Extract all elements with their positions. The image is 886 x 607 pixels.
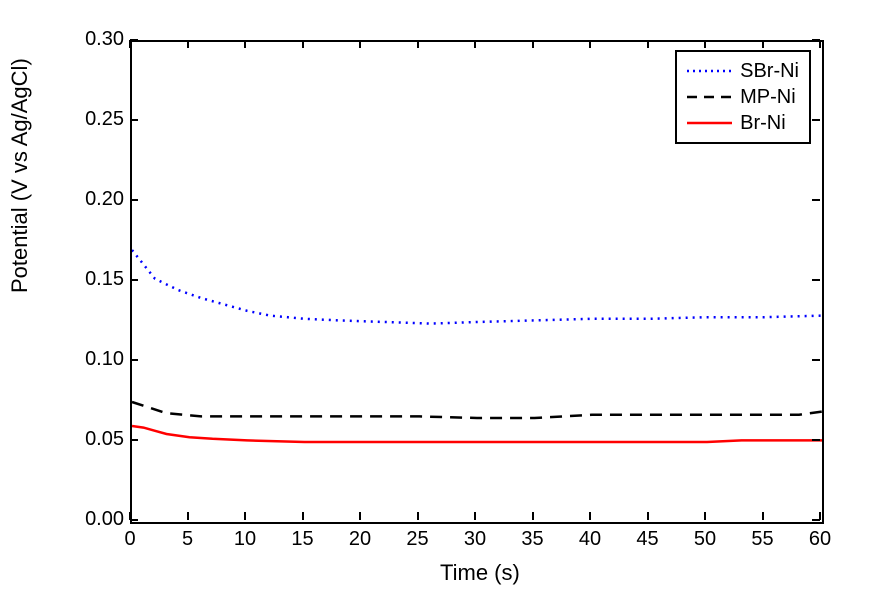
y-tick-label: 0.20: [85, 188, 124, 211]
x-tick-label: 50: [694, 528, 716, 551]
y-tick-label: 0.25: [85, 108, 124, 131]
legend-item: MP-Ni: [687, 84, 799, 110]
legend-swatch-dashed: [687, 87, 732, 107]
chart-container: Potential (V vs Ag/AgCl) Time (s) SBr-Ni…: [0, 0, 886, 607]
x-tick-label: 25: [406, 528, 428, 551]
legend-swatch-dotted: [687, 61, 732, 81]
x-tick-label: 10: [234, 528, 256, 551]
legend-label: MP-Ni: [740, 86, 796, 109]
series-MP-Ni: [132, 402, 822, 418]
y-axis-label: Potential (V vs Ag/AgCl): [7, 58, 33, 293]
y-tick-label: 0.00: [85, 508, 124, 531]
x-tick-label: 20: [349, 528, 371, 551]
legend-label: SBr-Ni: [740, 60, 799, 83]
x-tick-label: 35: [521, 528, 543, 551]
x-tick-label: 40: [579, 528, 601, 551]
y-tick-label: 0.10: [85, 348, 124, 371]
x-tick-label: 15: [291, 528, 313, 551]
x-tick-label: 30: [464, 528, 486, 551]
series-Br-Ni: [132, 426, 822, 442]
legend-item: SBr-Ni: [687, 58, 799, 84]
legend-item: Br-Ni: [687, 110, 799, 136]
legend: SBr-Ni MP-Ni Br-Ni: [675, 50, 811, 144]
y-tick-label: 0.05: [85, 428, 124, 451]
legend-swatch-solid: [687, 113, 732, 133]
y-tick-label: 0.15: [85, 268, 124, 291]
y-tick-label: 0.30: [85, 28, 124, 51]
x-tick-label: 0: [124, 528, 135, 551]
x-tick-label: 45: [636, 528, 658, 551]
legend-label: Br-Ni: [740, 112, 786, 135]
series-SBr-Ni: [132, 250, 822, 324]
x-tick-label: 5: [182, 528, 193, 551]
x-tick-label: 55: [751, 528, 773, 551]
x-tick-label: 60: [809, 528, 831, 551]
x-axis-label: Time (s): [440, 560, 520, 586]
